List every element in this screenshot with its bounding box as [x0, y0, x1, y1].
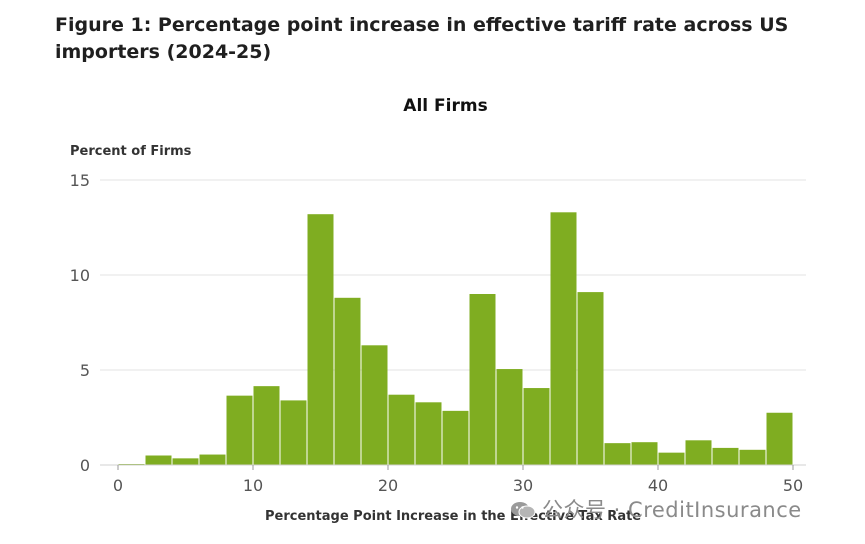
x-tick-label: 50 — [783, 476, 803, 495]
y-tick-label: 15 — [70, 171, 90, 190]
histogram-bar — [631, 442, 658, 465]
histogram-bar — [604, 443, 631, 465]
histogram-bar — [415, 402, 442, 465]
histogram-bar — [280, 400, 307, 465]
histogram-bar — [199, 454, 226, 465]
chart-title: All Firms — [403, 96, 488, 116]
x-tick-label: 20 — [378, 476, 398, 495]
watermark-text: 公众号 · CreditInsurance — [542, 498, 802, 522]
histogram-bar — [253, 386, 280, 465]
histogram-bar — [577, 292, 604, 465]
histogram-bar — [226, 395, 253, 465]
y-tick-label: 10 — [70, 266, 90, 285]
x-tick-label: 0 — [113, 476, 123, 495]
y-tick-label: 0 — [80, 456, 90, 475]
axes: 0 5 10 15 0 10 20 30 40 50 — [70, 171, 806, 495]
histogram-bar — [307, 214, 334, 465]
histogram-bar — [658, 452, 685, 465]
histogram-bar — [172, 458, 199, 465]
watermark: 公众号 · CreditInsurance — [510, 494, 802, 524]
histogram-bar — [388, 394, 415, 465]
y-tick-label: 5 — [80, 361, 90, 380]
gridlines — [100, 179, 806, 371]
x-tick-label: 40 — [648, 476, 668, 495]
x-tick-label: 30 — [513, 476, 533, 495]
histogram-bar — [739, 449, 766, 465]
histogram-bar — [469, 294, 496, 465]
x-tick-label: 10 — [243, 476, 263, 495]
histogram-bar — [361, 345, 388, 465]
histogram-bar — [766, 412, 793, 465]
figure-title: Figure 1: Percentage point increase in e… — [55, 14, 789, 63]
histogram-bar — [334, 297, 361, 465]
wechat-icon — [511, 502, 536, 519]
x-axis-label: Percentage Point Increase in the Effecti… — [265, 509, 642, 524]
histogram-bar — [712, 447, 739, 465]
histogram-bar — [685, 440, 712, 465]
y-axis-label: Percent of Firms — [70, 144, 192, 159]
histogram-bar — [523, 388, 550, 465]
histogram-bar — [442, 410, 469, 465]
histogram-bar — [550, 212, 577, 465]
histogram-bar — [145, 455, 172, 465]
histogram-bar — [496, 369, 523, 465]
bars — [118, 212, 793, 465]
